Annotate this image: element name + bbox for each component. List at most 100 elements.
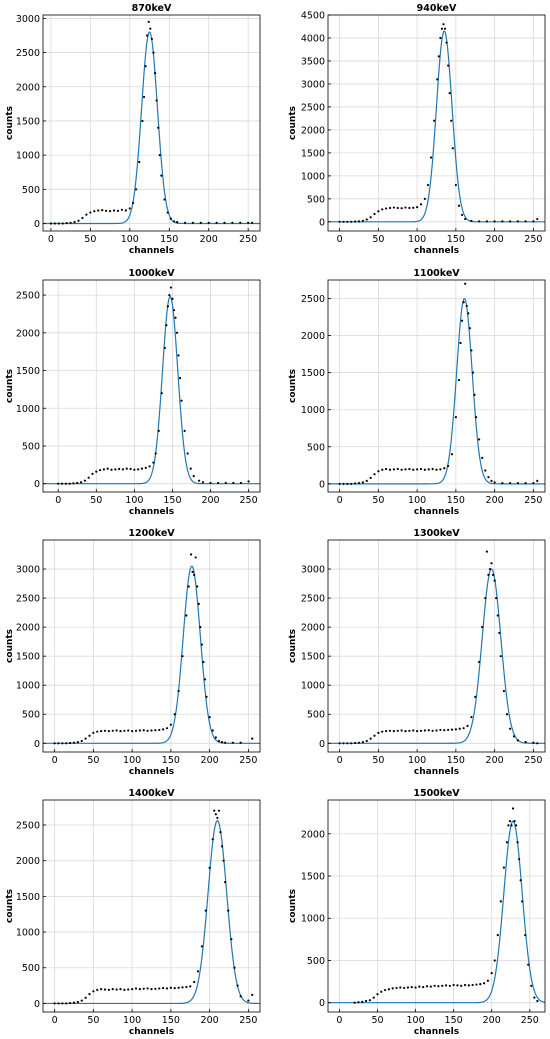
- x-tick-label: 200: [483, 1015, 501, 1026]
- data-point: [96, 730, 99, 733]
- data-point: [435, 468, 438, 471]
- x-tick-label: 50: [372, 495, 384, 506]
- data-point: [499, 655, 502, 658]
- data-point: [107, 988, 110, 991]
- data-point: [408, 206, 411, 210]
- y-tick-label: 2500: [16, 820, 40, 831]
- data-point: [112, 209, 116, 212]
- data-point: [134, 987, 138, 990]
- data-point: [532, 482, 535, 485]
- y-tick-label: 1500: [16, 892, 40, 903]
- data-point: [97, 209, 100, 212]
- y-axis-label: counts: [288, 369, 298, 403]
- y-tick-label: 0: [319, 739, 325, 750]
- chart-title: 1300keV: [413, 528, 460, 539]
- chart-title: 1500keV: [413, 788, 460, 799]
- data-point: [524, 482, 527, 485]
- data-point: [61, 742, 64, 745]
- y-tick-label: 1000: [16, 928, 40, 939]
- data-point: [388, 729, 392, 732]
- data-point: [423, 468, 426, 471]
- plot-frame: [42, 14, 261, 232]
- y-tick-label: 0: [319, 998, 325, 1009]
- data-point: [165, 324, 168, 327]
- data-point: [131, 729, 134, 733]
- data-point: [484, 469, 487, 472]
- data-point: [169, 723, 172, 726]
- data-point: [357, 1001, 360, 1004]
- data-point: [467, 312, 470, 315]
- y-axis-label: counts: [288, 889, 298, 923]
- y-tick-label: 1500: [301, 148, 325, 159]
- data-point: [470, 349, 473, 352]
- data-point: [224, 880, 227, 884]
- y-tick-label: 2500: [301, 102, 325, 113]
- data-point: [485, 220, 488, 223]
- data-point: [514, 824, 518, 827]
- data-point: [99, 469, 102, 472]
- data-point: [427, 729, 430, 732]
- data-point: [384, 988, 387, 992]
- data-point: [95, 470, 98, 473]
- data-point: [106, 467, 109, 470]
- chart-title: 870keV: [132, 3, 172, 14]
- data-point: [173, 986, 176, 990]
- data-point: [369, 737, 372, 740]
- fit-curve: [43, 820, 260, 1005]
- x-axis-label: channels: [414, 507, 459, 517]
- plot-frame: [327, 539, 546, 753]
- data-point: [478, 220, 481, 223]
- data-point: [116, 209, 120, 212]
- x-tick-label: 0: [337, 755, 343, 766]
- data-point: [501, 220, 504, 223]
- data-point: [224, 481, 227, 485]
- data-point: [144, 65, 147, 68]
- x-tick-label: 150: [447, 495, 465, 506]
- data-point: [457, 204, 461, 207]
- chart-panel-8: 0 50 100 150 200 250 0 500 1000 1500 2000 1500keV ch…: [288, 788, 546, 1037]
- data-point: [437, 985, 440, 988]
- data-point: [365, 479, 368, 482]
- data-point: [77, 219, 80, 222]
- data-point: [403, 986, 406, 990]
- x-tick-label: 250: [521, 1015, 539, 1026]
- data-point: [176, 221, 179, 224]
- data-point: [153, 72, 157, 75]
- data-point: [133, 468, 136, 471]
- data-point: [372, 996, 375, 999]
- data-point: [448, 92, 451, 95]
- data-point: [433, 984, 436, 987]
- data-point: [373, 473, 376, 476]
- data-point: [423, 197, 426, 200]
- x-tick-label: 150: [447, 755, 465, 766]
- data-point: [350, 742, 353, 745]
- y-tick-label: 1000: [301, 681, 325, 692]
- x-tick-label: 200: [200, 234, 218, 245]
- data-point: [148, 465, 151, 468]
- data-point: [338, 482, 341, 485]
- data-point: [217, 481, 220, 485]
- data-point: [57, 222, 60, 225]
- data-point: [462, 727, 465, 730]
- x-tick-label: 150: [160, 234, 178, 245]
- data-point: [396, 206, 399, 210]
- x-tick-label: 100: [125, 495, 143, 506]
- y-tick-label: 4500: [301, 11, 325, 22]
- data-point: [392, 206, 395, 209]
- data-point: [76, 1000, 79, 1004]
- x-tick-label: 200: [201, 755, 219, 766]
- data-point: [338, 220, 341, 223]
- data-point: [475, 983, 478, 986]
- x-tick-label: 50: [84, 234, 96, 245]
- x-tick-label: 150: [447, 234, 465, 245]
- data-point: [412, 729, 415, 732]
- data-point: [346, 742, 349, 745]
- data-point: [125, 467, 128, 470]
- data-point: [342, 742, 345, 745]
- data-point: [162, 728, 165, 731]
- y-tick-label: 500: [307, 710, 325, 721]
- data-point: [502, 866, 505, 869]
- data-point: [73, 221, 76, 224]
- y-axis-label: counts: [288, 629, 298, 663]
- data-point: [365, 218, 368, 221]
